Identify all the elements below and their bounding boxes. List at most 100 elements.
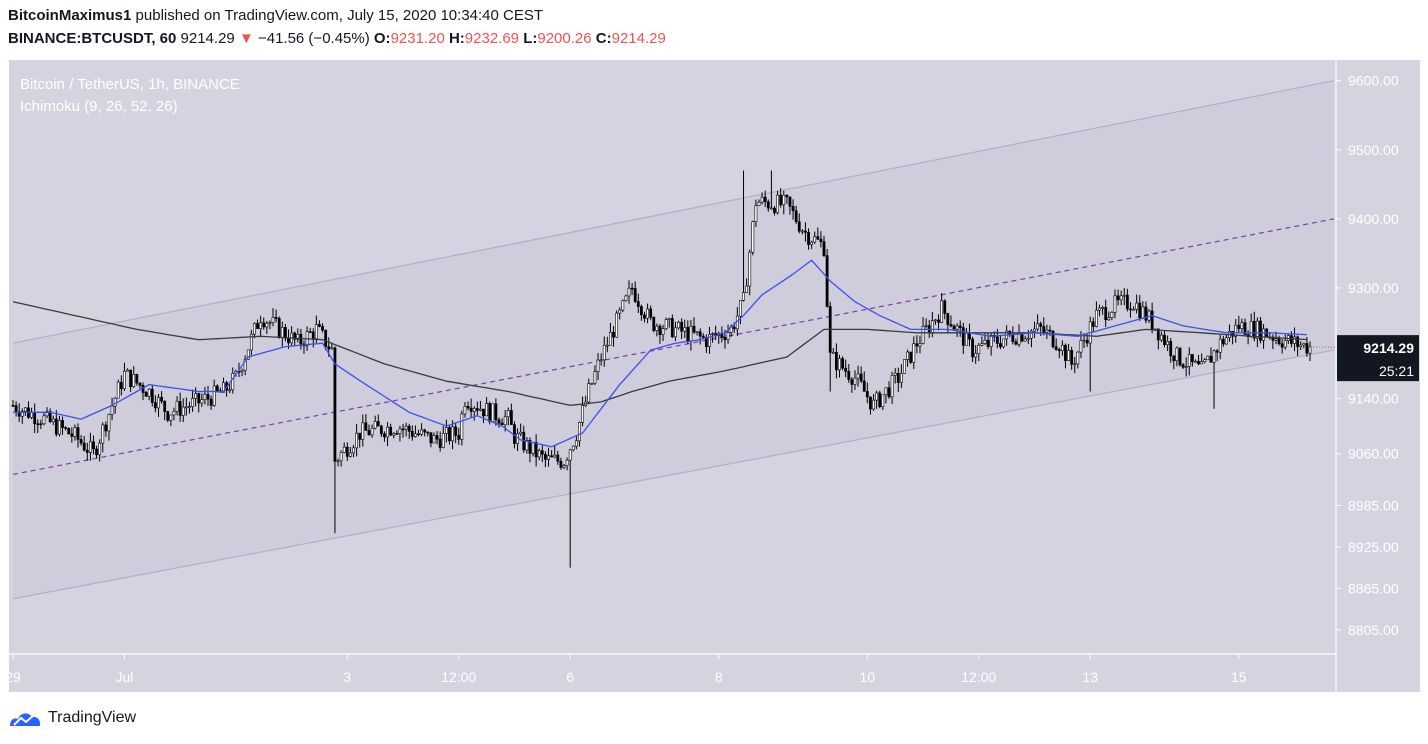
- candle-body: [989, 335, 993, 347]
- last-price: 9214.29: [180, 30, 235, 47]
- candle-body: [587, 383, 591, 403]
- candle-body: [819, 238, 823, 243]
- candle-body: [212, 385, 216, 406]
- candle-body: [766, 201, 770, 209]
- y-tick-label: 9400.00: [1348, 211, 1399, 227]
- candle-body: [525, 440, 529, 451]
- candle-body: [596, 359, 600, 372]
- candle-body: [308, 331, 312, 333]
- candle-body: [311, 331, 315, 339]
- candle-body: [160, 396, 163, 402]
- candle-body: [853, 377, 857, 385]
- price-tag-countdown: 25:21: [1379, 363, 1414, 379]
- open-value: 9231.20: [390, 30, 445, 47]
- candle-body: [175, 400, 179, 412]
- candle-body: [593, 371, 597, 384]
- candle-body: [544, 453, 547, 460]
- x-tick-label: 3: [343, 669, 351, 685]
- candle-body: [1296, 336, 1300, 347]
- time-axis[interactable]: 29 Jul 3 12:00 6 8 10 12:00 13 15: [5, 653, 1336, 685]
- candle-body: [553, 454, 557, 458]
- candle-body: [432, 435, 436, 444]
- candle-body: [776, 194, 779, 214]
- candle-body: [11, 405, 15, 407]
- legend-indicator[interactable]: Ichimoku (9, 26, 52, 26): [20, 98, 178, 115]
- candle-body: [1014, 341, 1018, 345]
- candle-body: [404, 425, 408, 430]
- candle-body: [983, 339, 987, 344]
- candle-body: [726, 332, 730, 341]
- candle-body: [172, 411, 176, 416]
- candle-body: [581, 405, 584, 423]
- candle-body: [1299, 344, 1303, 347]
- candle-body: [1231, 331, 1235, 337]
- candle-body: [844, 367, 848, 372]
- candle-body: [1240, 322, 1244, 329]
- candle-body: [262, 322, 266, 328]
- candle-body: [869, 396, 872, 410]
- candle-body: [906, 351, 909, 360]
- candle-body: [1206, 355, 1210, 361]
- y-tick-label: 8925.00: [1348, 539, 1399, 555]
- candle-body: [438, 438, 442, 448]
- candle-body: [865, 391, 869, 398]
- candle-body: [1095, 309, 1098, 327]
- candle-body: [571, 445, 575, 451]
- candle-body: [271, 316, 275, 323]
- ohlc-line: BINANCE:BTCUSDT, 60 9214.29 ▼ −41.56 (−0…: [8, 30, 666, 47]
- channel-lower-line[interactable]: [12, 349, 1335, 600]
- candle-body: [479, 408, 482, 411]
- candle-body: [398, 428, 402, 434]
- candle-body: [896, 372, 900, 383]
- candle-body: [930, 320, 934, 334]
- candle-body: [1290, 335, 1293, 344]
- candle-body: [45, 411, 49, 417]
- candle-body: [488, 403, 492, 422]
- low-value: 9200.26: [537, 30, 592, 47]
- candle-body: [609, 332, 612, 346]
- candle-body: [834, 351, 838, 371]
- candle-body: [1132, 308, 1135, 311]
- candle-body: [184, 406, 188, 409]
- candle-body: [246, 349, 250, 360]
- candle-body: [769, 207, 773, 210]
- candle-body: [677, 321, 680, 329]
- candle-body: [39, 423, 43, 426]
- candle-body: [797, 221, 801, 232]
- candle-body: [528, 440, 532, 454]
- candle-body: [119, 381, 123, 390]
- candle-body: [451, 426, 454, 442]
- price-axis[interactable]: 9600.00 9500.00 9400.00 9300.00 9140.00 9060.…: [1335, 60, 1399, 692]
- candle-body: [327, 346, 331, 350]
- candle-body: [658, 325, 662, 335]
- candle-body: [757, 201, 761, 206]
- candle-body: [1280, 343, 1284, 348]
- publisher-name[interactable]: BitcoinMaximus1: [8, 7, 132, 24]
- candle-body: [1203, 359, 1207, 363]
- candle-body: [1141, 306, 1145, 319]
- footer-brand[interactable]: TradingView: [8, 708, 136, 728]
- candle-body: [934, 319, 937, 322]
- candle-body: [661, 328, 665, 335]
- candle-body: [76, 427, 80, 440]
- candle-body: [61, 420, 64, 428]
- candle-body: [760, 196, 764, 203]
- channel-upper-line[interactable]: [12, 80, 1335, 344]
- candle-body: [367, 430, 371, 436]
- candle-body: [1023, 338, 1027, 342]
- legend-title[interactable]: Bitcoin / TetherUS, 1h, BINANCE: [20, 76, 240, 93]
- candle-body: [1237, 324, 1241, 329]
- candle-body: [469, 407, 473, 412]
- close-label: C:: [595, 30, 612, 47]
- candle-body: [203, 394, 207, 400]
- candle-body: [444, 427, 448, 434]
- channel-fill: [13, 80, 1334, 599]
- candle-body: [723, 336, 727, 341]
- open-label: O:: [373, 30, 391, 47]
- candle-body: [373, 421, 377, 429]
- candle-body: [537, 450, 541, 458]
- candle-body: [739, 300, 742, 317]
- candle-body: [831, 351, 835, 354]
- candle-body: [33, 412, 37, 425]
